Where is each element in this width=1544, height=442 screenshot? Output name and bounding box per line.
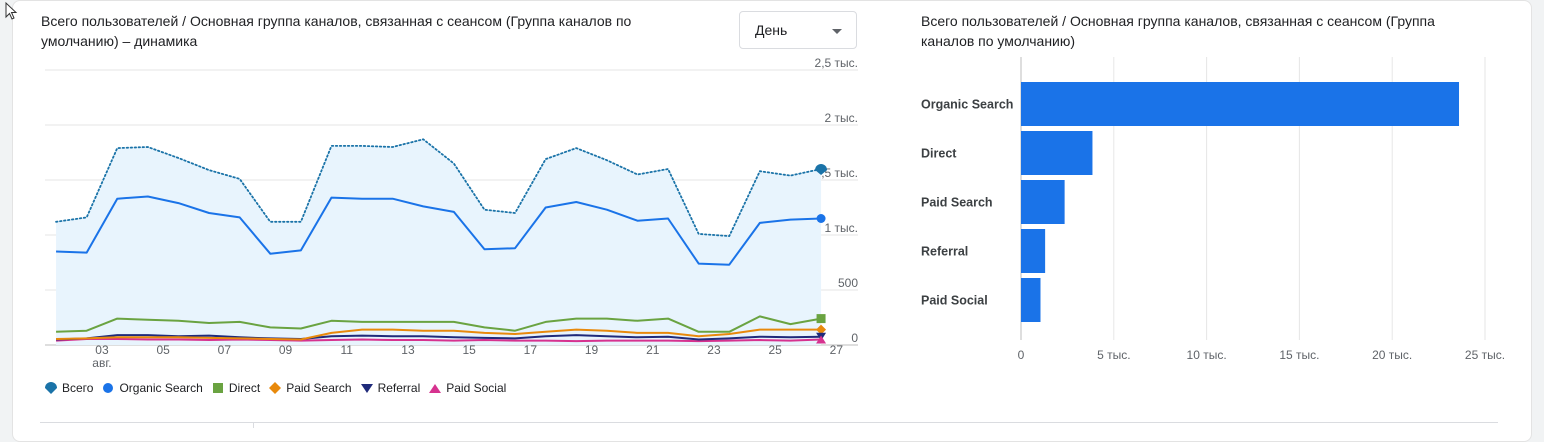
legend-marker-icon (212, 383, 223, 393)
legend-item-paid_social[interactable]: Paid Social (429, 381, 506, 395)
series-line-paid_search (56, 328, 822, 341)
legend-marker-icon (103, 383, 114, 393)
x-tick-label: 25 (768, 343, 782, 357)
series-line-total (55, 138, 822, 237)
legend-label: Всего (62, 381, 94, 395)
y-tick-label: 1 тыс. (825, 221, 858, 235)
bar-paid-social (1021, 278, 1041, 322)
line-chart-legend: Всего Organic Search Direct Paid Search Refe… (45, 381, 515, 395)
y-tick-label: 2,5 тыс. (815, 56, 858, 70)
series-line-direct (56, 315, 822, 333)
mouse-cursor-icon (5, 1, 18, 20)
x-tick-label: 03 (95, 343, 109, 357)
x-tick-label: 17 (524, 343, 538, 357)
legend-item-total[interactable]: Всего (45, 381, 93, 395)
period-dropdown[interactable]: День (739, 11, 857, 49)
bar-category-label: Organic Search (921, 98, 1013, 112)
bar-direct (1021, 131, 1093, 175)
bar-category-label: Direct (921, 147, 957, 161)
series-end-marker-direct (816, 314, 826, 324)
legend-label: Direct (228, 381, 261, 395)
period-dropdown-value: День (755, 22, 788, 38)
series-line-referral (56, 334, 822, 341)
legend-label: Paid Social (446, 381, 507, 395)
bar-organic-search (1021, 82, 1460, 126)
x-tick-label: 21 (646, 343, 660, 357)
y-tick-label: 500 (838, 276, 858, 290)
legend-marker-icon (269, 382, 282, 394)
line-chart-title: Всего пользователей / Основная группа ка… (41, 13, 632, 49)
bar-category-label: Referral (921, 245, 968, 259)
x-tick-label: 13 (401, 343, 415, 357)
bar-x-tick-label: 15 тыс. (1279, 348, 1319, 362)
legend-item-organic[interactable]: Organic Search (102, 381, 203, 395)
x-tick-label: 07 (218, 343, 232, 357)
bar-paid-search (1021, 180, 1065, 224)
legend-item-referral[interactable]: Referral (360, 381, 421, 395)
bar-x-tick-label: 25 тыс. (1465, 348, 1505, 362)
legend-label: Organic Search (119, 381, 203, 395)
x-tick-label: 11 (341, 343, 354, 357)
bar-category-label: Paid Search (921, 196, 993, 210)
legend-label: Paid Search (286, 381, 352, 395)
divider (40, 422, 1498, 423)
series-end-marker-total (815, 164, 828, 175)
x-tick-label: 27 (830, 343, 844, 357)
x-tick-label: 09 (279, 343, 293, 357)
x-tick-label: 05 (156, 343, 170, 357)
bar-x-tick-label: 10 тыс. (1187, 348, 1227, 362)
x-tick-label: 15 (462, 343, 476, 357)
series-line-organic (56, 195, 822, 266)
chevron-down-icon (832, 29, 842, 34)
divider-tick (253, 422, 254, 428)
bar-referral (1021, 229, 1046, 273)
y-tick-label: 2 тыс. (825, 111, 858, 125)
series-end-marker-paid_search (816, 324, 827, 335)
bar-chart-title: Всего пользователей / Основная группа ка… (921, 13, 1435, 49)
legend-marker-icon (429, 384, 442, 393)
bar-x-tick-label: 20 тыс. (1372, 348, 1412, 362)
legend-item-paid_search[interactable]: Paid Search (269, 381, 352, 395)
bar-x-tick-label: 0 (1018, 348, 1025, 362)
series-end-marker-paid_social (816, 335, 827, 344)
x-tick-label: 19 (585, 343, 599, 357)
series-line-paid_social (56, 337, 822, 343)
x-tick-label: 23 (707, 343, 721, 357)
bar-chart: 0 5 тыс. 10 тыс. 15 тыс. 20 тыс. 25 тыс. Organ… (921, 57, 1505, 362)
y-tick-label: 0 (851, 331, 858, 345)
legend-marker-icon (360, 384, 373, 393)
series-end-marker-organic (816, 214, 826, 223)
bar-x-tick-label: 5 тыс. (1097, 348, 1130, 362)
x-tick-label: авг. (92, 356, 111, 370)
legend-marker-icon (45, 382, 57, 394)
bar-category-label: Paid Social (921, 294, 988, 308)
legend-label: Referral (377, 381, 421, 395)
legend-item-direct[interactable]: Direct (212, 381, 260, 395)
